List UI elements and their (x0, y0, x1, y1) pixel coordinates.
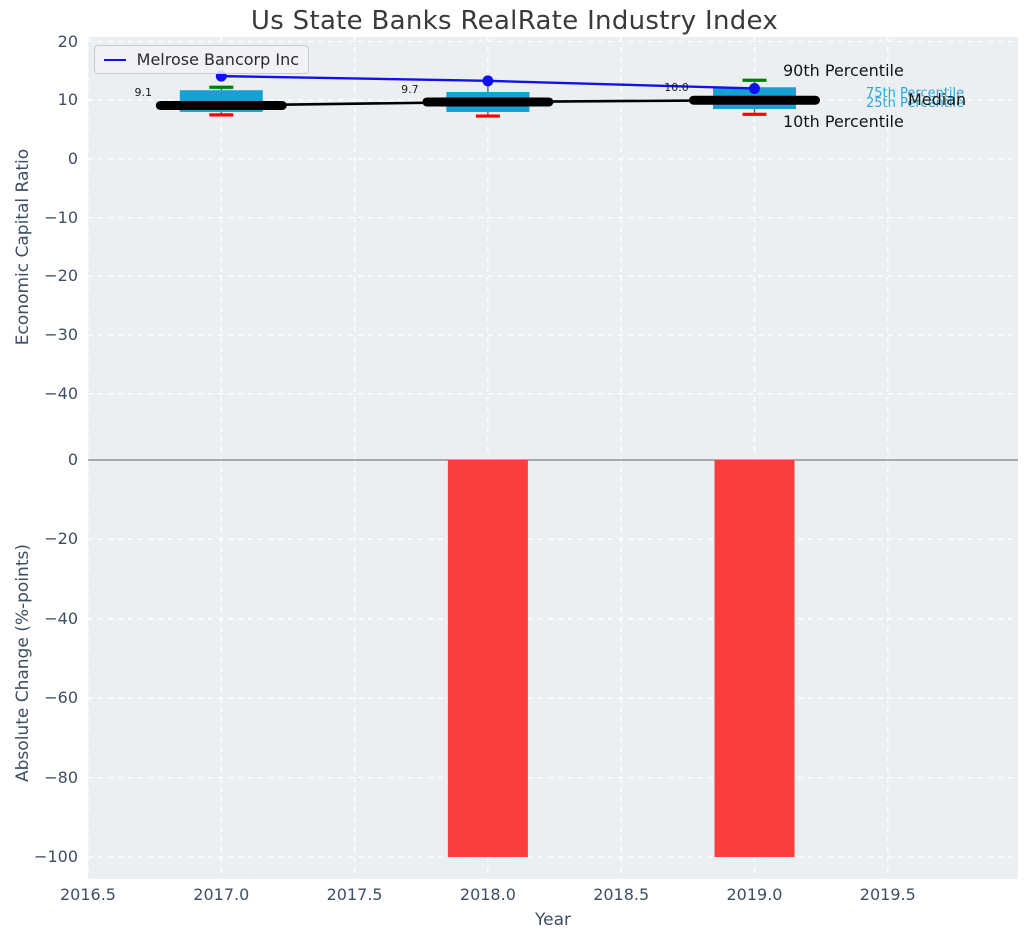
x-axis-label: Year (0, 910, 1029, 930)
x-tick-label: 2018.5 (581, 886, 661, 904)
x-tick-label: 2018.0 (448, 886, 528, 904)
y-tick-label-top: 20 (0, 33, 78, 51)
median-value-label: 10.0 (647, 81, 707, 94)
melrose-point-2018 (482, 75, 493, 86)
x-tick-label: 2019.5 (848, 886, 928, 904)
y-tick-label-top: 0 (0, 150, 78, 168)
legend: Melrose Bancorp Inc (94, 45, 309, 74)
plot-background (88, 37, 1018, 879)
y-tick-label-top: −30 (0, 326, 78, 344)
y-tick-label-bottom: −60 (0, 689, 78, 707)
x-tick-label: 2019.0 (715, 886, 795, 904)
annotation-p90: 90th Percentile (783, 61, 904, 80)
y-tick-label-bottom: −20 (0, 530, 78, 548)
chart-title: Us State Banks RealRate Industry Index (0, 6, 1029, 36)
top-y-axis-label: Economic Capital Ratio (13, 97, 35, 397)
figure: Us State Banks RealRate Industry Index E… (0, 0, 1029, 942)
y-tick-label-bottom: −100 (0, 848, 78, 866)
chart-canvas (0, 0, 1029, 942)
annotation-median: Median (908, 90, 966, 109)
y-tick-label-top: −20 (0, 267, 78, 285)
bar-2019 (715, 460, 795, 857)
y-tick-label-bottom: 0 (0, 451, 78, 469)
bar-2018 (448, 460, 528, 857)
median-value-label: 9.7 (380, 83, 440, 96)
annotation-p10: 10th Percentile (783, 112, 904, 131)
x-tick-label: 2016.5 (48, 886, 128, 904)
x-tick-label: 2017.0 (181, 886, 261, 904)
y-tick-label-bottom: −40 (0, 610, 78, 628)
y-tick-label-top: 10 (0, 91, 78, 109)
legend-label: Melrose Bancorp Inc (137, 50, 299, 69)
x-tick-label: 2017.5 (315, 886, 395, 904)
y-tick-label-top: −10 (0, 209, 78, 227)
median-value-label: 9.1 (113, 86, 173, 99)
legend-line-sample (104, 59, 126, 61)
y-tick-label-top: −40 (0, 385, 78, 403)
y-tick-label-bottom: −80 (0, 769, 78, 787)
melrose-point-2019 (749, 83, 760, 94)
